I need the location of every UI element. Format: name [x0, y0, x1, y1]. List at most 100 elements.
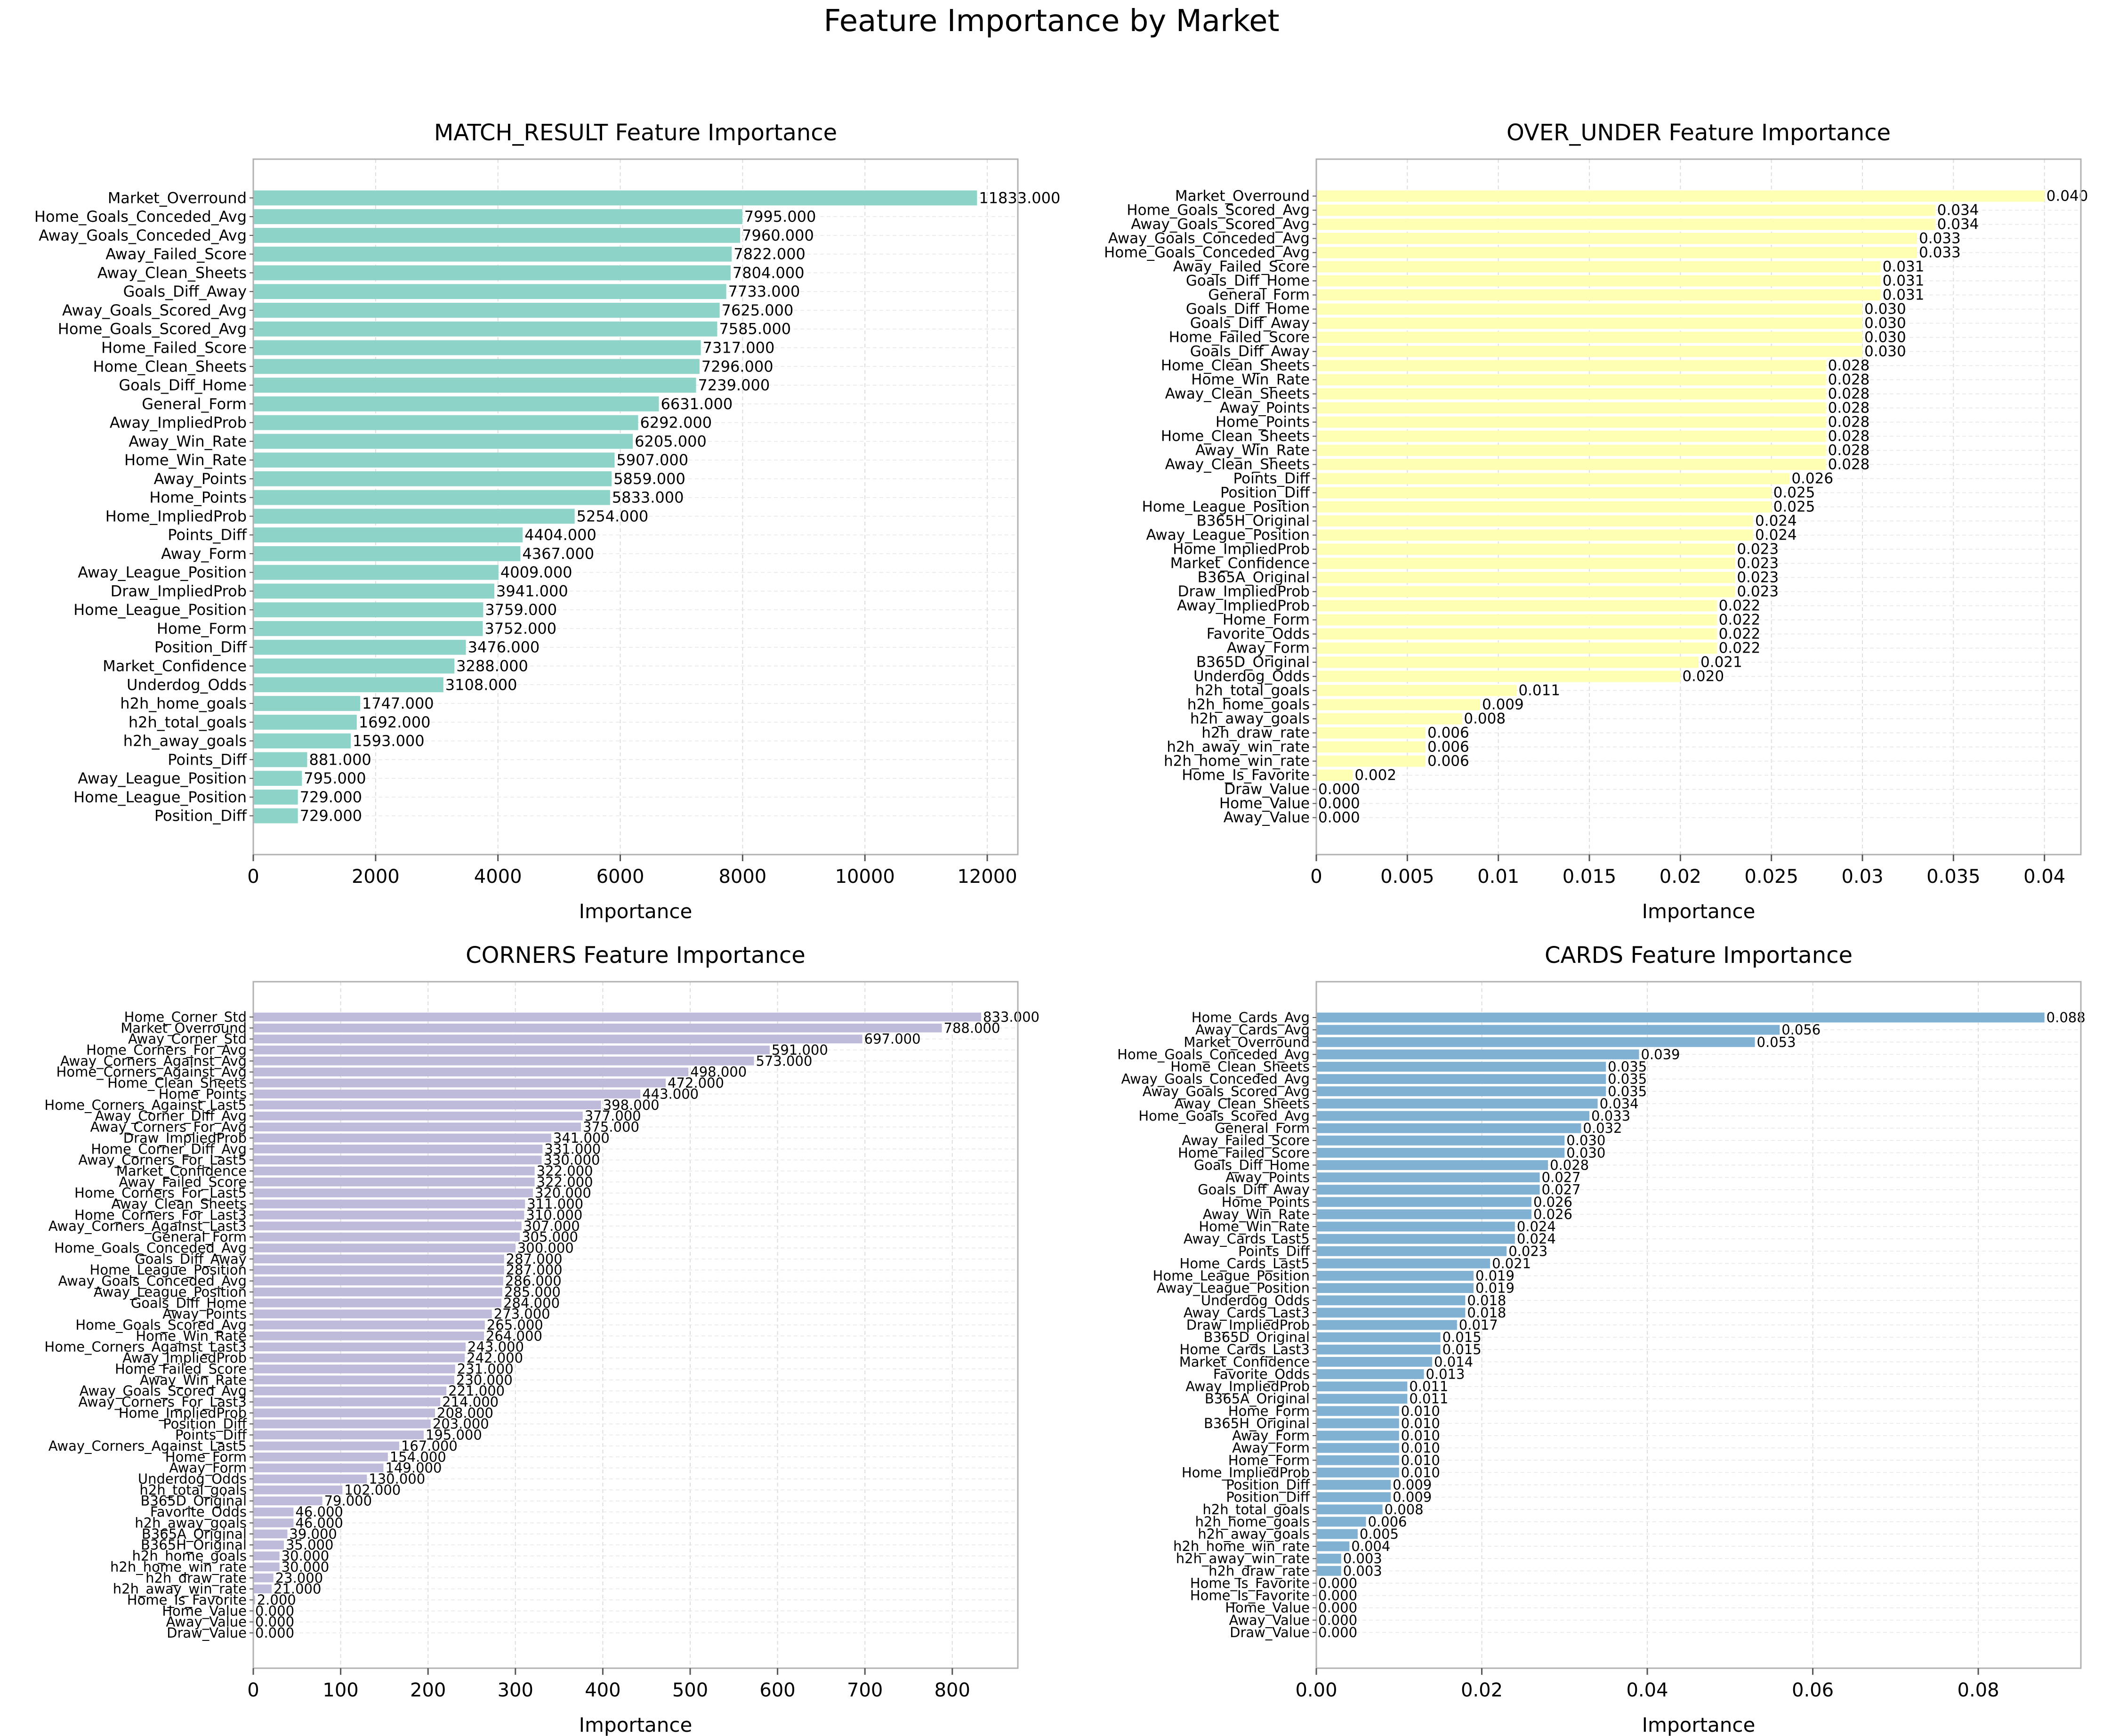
category-label: Goals_Diff_Home	[1186, 300, 1310, 317]
bar	[1316, 360, 1826, 371]
x-tick-label: 700	[847, 1679, 883, 1701]
value-label: 795.000	[304, 769, 366, 787]
value-label: 0.000	[255, 1625, 294, 1641]
value-label: 30.000	[282, 1559, 329, 1575]
value-label: 30.000	[282, 1548, 329, 1564]
bar	[253, 1584, 272, 1593]
value-label: 398.000	[603, 1097, 660, 1113]
category-label: Away_Clean_Sheets	[1174, 1096, 1310, 1112]
category-label: Goals_Diff_Away	[1190, 343, 1310, 360]
value-label: 881.000	[309, 751, 371, 768]
bar	[1316, 303, 1862, 315]
category-label: Home_Goals_Scored_Avg	[1127, 202, 1310, 218]
bar	[253, 490, 610, 505]
bar	[1316, 1258, 1491, 1268]
category-label: B365H_Original	[1204, 1415, 1310, 1431]
category-label: h2h_home_goals	[1187, 696, 1310, 713]
category-label: Draw_ImpliedProb	[111, 582, 247, 600]
bar	[1316, 1369, 1424, 1379]
value-label: 221.000	[448, 1383, 505, 1399]
value-label: 0.033	[1591, 1108, 1630, 1124]
bar	[1316, 430, 1826, 442]
value-label: 11833.000	[979, 189, 1060, 207]
category-label: Market_Overround	[1175, 187, 1310, 204]
category-label: General_Form	[142, 395, 247, 413]
value-label: 102.000	[344, 1482, 401, 1498]
value-label: 0.011	[1409, 1391, 1448, 1407]
category-label: h2h_total_goals	[1195, 682, 1310, 699]
category-label: Market_Confidence	[103, 657, 247, 675]
category-label: Away_Clean_Sheets	[111, 1196, 247, 1212]
value-label: 0.035	[1608, 1071, 1647, 1087]
category-label: Goals_Diff_Away	[123, 283, 247, 300]
category-label: Home_League_Position	[1142, 499, 1310, 516]
category-label: Home_Value	[162, 1603, 247, 1619]
value-label: 0.009	[1393, 1489, 1432, 1505]
category-label: h2h_home_goals	[120, 694, 247, 712]
category-label: Home_Failed_Score	[115, 1361, 247, 1377]
bar	[1316, 1443, 1399, 1453]
value-label: 0.053	[1757, 1034, 1796, 1050]
bar	[253, 1122, 581, 1131]
category-label: Away_Goals_Conceded_Avg	[58, 1273, 247, 1289]
bar	[1316, 1172, 1540, 1183]
value-label: 0.024	[1755, 527, 1797, 544]
category-label: Away_Form	[1232, 1440, 1310, 1456]
bar	[1316, 1467, 1399, 1478]
bar	[1316, 1394, 1408, 1404]
value-label: 1692.000	[359, 713, 431, 731]
category-label: Favorite_Odds	[1213, 1366, 1310, 1382]
category-label: Position_Diff	[163, 1416, 247, 1432]
x-tick-label: 600	[759, 1679, 795, 1701]
category-label: B365A_Original	[142, 1526, 247, 1542]
bar	[253, 789, 298, 805]
category-label: Home_Form	[1223, 612, 1310, 629]
x-tick-label: 500	[672, 1679, 708, 1701]
category-label: Home_Cards_Avg	[1192, 1009, 1310, 1025]
value-label: 6631.000	[661, 395, 733, 413]
category-label: Home_Is_Favorite	[127, 1592, 247, 1608]
bar	[253, 1232, 520, 1242]
bar	[1316, 1271, 1474, 1281]
value-label: 0.035	[1608, 1083, 1647, 1099]
category-label: Market_Overround	[1184, 1034, 1310, 1050]
bar	[253, 1243, 516, 1252]
bar	[253, 677, 443, 693]
value-label: 208.000	[437, 1405, 493, 1421]
value-label: 0.010	[1401, 1403, 1440, 1419]
category-label: General_Form	[1215, 1120, 1310, 1136]
category-label: Home_Form	[1228, 1403, 1310, 1419]
value-label: 39.000	[289, 1526, 337, 1542]
bar	[253, 1529, 288, 1539]
value-label: 0.003	[1343, 1550, 1382, 1566]
category-label: Home_Corners_Against_Last3	[44, 1339, 247, 1355]
bar	[1316, 515, 1753, 527]
category-label: Away_Clean_Sheets	[1165, 456, 1310, 473]
category-label: h2h_draw_rate	[145, 1570, 247, 1586]
bar	[253, 1067, 689, 1077]
bar	[253, 602, 483, 618]
x-tick-label: 10000	[835, 866, 895, 888]
bar	[1316, 572, 1735, 583]
category-label: Away_Goals_Scored_Avg	[80, 1383, 247, 1399]
bar	[1316, 261, 1881, 273]
category-label: Away_Win_Rate	[140, 1372, 247, 1388]
value-label: 0.031	[1883, 258, 1925, 275]
value-label: 0.002	[1354, 767, 1396, 784]
category-label: Favorite_Odds	[1207, 626, 1310, 643]
category-label: Away_Points	[154, 470, 247, 488]
category-label: Away_League_Position	[1157, 1280, 1310, 1296]
category-label: Away_Goals_Conceded_Avg	[39, 226, 247, 244]
x-tick-label: 800	[935, 1679, 970, 1701]
category-label: Home_Failed_Score	[1169, 329, 1310, 346]
value-label: 0.004	[1351, 1538, 1390, 1554]
bar	[1316, 1406, 1399, 1416]
category-label: Away_Cards_Last5	[1184, 1231, 1310, 1247]
category-label: Position_Diff	[154, 638, 247, 656]
value-label: 231.000	[457, 1361, 514, 1377]
x-tick-label: 0.02	[1461, 1679, 1503, 1701]
value-label: 0.019	[1475, 1268, 1515, 1284]
bar	[253, 1111, 583, 1121]
bar	[253, 1408, 435, 1418]
value-label: 0.005	[1360, 1526, 1399, 1542]
